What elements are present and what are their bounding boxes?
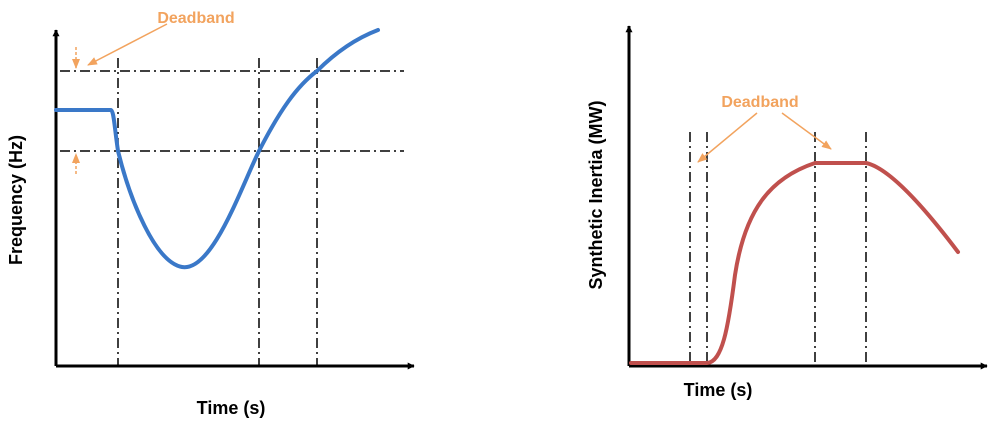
inertia-y-axis-label: Synthetic Inertia (MW) (586, 100, 606, 289)
inertia-deadband-arrow-left (697, 112, 758, 163)
frequency-x-axis-label: Time (s) (197, 398, 266, 418)
inertia-x-axis-label: Time (s) (684, 380, 753, 400)
inertia-deadband-annotation-label: Deadband (721, 94, 798, 111)
deadband-annotation-label: Deadband (157, 10, 234, 27)
frequency-curve (54, 28, 380, 270)
frequency-panel: Deadband Time (s) Frequency (Hz) (6, 10, 415, 418)
synthetic-inertia-panel: Deadband Time (s) Synthetic Inertia (MW) (586, 25, 988, 400)
deadband-annotation-arrow (87, 23, 168, 66)
frequency-y-axis-label: Frequency (Hz) (6, 135, 26, 265)
synthetic-inertia-curve (629, 161, 960, 365)
inertia-deadband-arrow-right (781, 112, 832, 150)
